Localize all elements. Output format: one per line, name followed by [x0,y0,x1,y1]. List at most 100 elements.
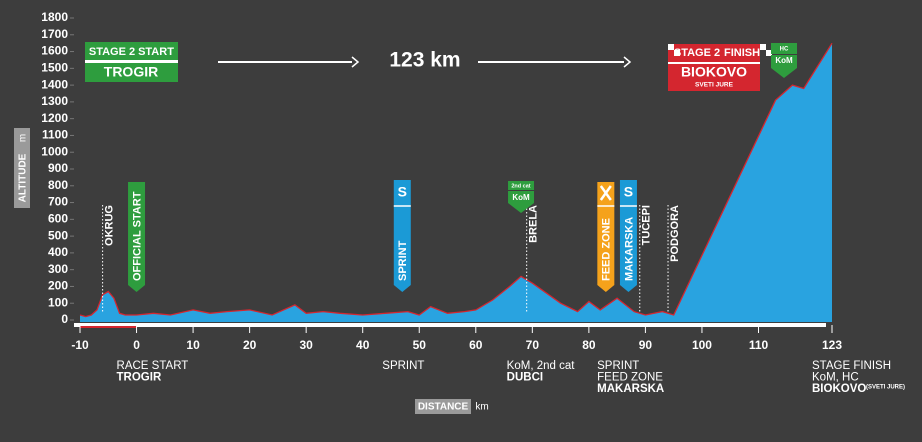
annotation-label: BRELA [528,205,540,243]
profile-line [79,42,833,318]
y-tick-label: 500 [48,228,68,242]
feed-icon [599,185,612,201]
y-axis-label: ALTITUDE [18,153,29,202]
flag [597,182,615,285]
start-box [85,63,178,82]
x-tick-label: 100 [692,338,712,352]
flag [128,182,146,285]
x-tick-label: 110 [749,338,769,352]
x-label-box [415,399,471,414]
x-tick-label: 40 [356,338,370,352]
y-tick-label: 1200 [41,111,68,125]
y-axis-unit: m [18,134,29,142]
annotation-label-group: OKRUG [104,205,116,246]
y-tick-label: 800 [48,178,68,192]
waypoint-label: DUBCI [507,372,543,384]
x-tick-label: 60 [469,338,483,352]
annotation-label: PODGORA [669,205,681,262]
x-tick-label: 123 [822,338,842,352]
x-axis-unit: km [475,402,488,413]
start-word: START [138,46,174,58]
x-tick-label: -10 [71,338,89,352]
y-tick-label: 1500 [41,61,68,75]
waypoint-note: (SVETI JURE) [866,385,905,391]
annotation-label-group: PODGORA [669,205,681,262]
flag-tip [393,285,411,292]
y-tick-label: 400 [48,245,68,259]
kom-cat: 2nd cat [511,183,530,189]
flag-icon: S [398,184,407,200]
y-tick-label: 100 [48,295,68,309]
waypoint-label: FEED ZONE [597,372,663,384]
arrow-head [351,56,360,68]
y-tick-label: 1700 [41,27,68,41]
y-tick-label: 1600 [41,44,68,58]
flag-label-group: FEED ZONE [601,218,613,281]
y-tick-label: 1300 [41,94,68,108]
flag-label-group: MAKARSKA [623,217,635,281]
y-tick-label: 0 [61,312,68,326]
kom-badge [508,191,535,213]
annotation-label: TUČEPI [640,205,653,245]
annotation-label: FEED ZONE [601,218,613,281]
finish-box [668,44,760,62]
waypoint-label: SPRINT [382,360,424,372]
finish-sub: SVETI JURE [695,82,734,89]
waypoint-label: BIOKOVO [812,383,866,395]
y-tick-label: 300 [48,262,68,276]
finish-stage: STAGE 2 [674,47,720,59]
x-axis-label: DISTANCE [418,402,469,413]
hc-cat: HC [780,47,789,53]
annotation-label: MAKARSKA [623,217,635,281]
waypoint-label: KoM, HC [812,372,859,384]
checkered-flag [668,44,772,56]
x-tick-label: 70 [526,338,540,352]
waypoint-label: TROGIR [117,372,162,384]
start-box-sep [85,60,178,63]
waypoint-label: SPRINT [597,360,639,372]
y-tick-label: 1000 [41,144,68,158]
waypoint-label: MAKARSKA [597,383,664,395]
x-tick-label: 0 [133,338,140,352]
hc-badge [771,43,797,54]
y-tick-label: 1800 [41,10,68,24]
x-tick-label: 50 [413,338,427,352]
arrow-head [623,56,632,68]
finish-word: FINISH [724,47,760,59]
waypoint-label: RACE START [117,360,189,372]
y-tick-label: 900 [48,161,68,175]
flag-tip [597,285,615,292]
finish-box-sep [668,62,760,64]
start-town: TROGIR [104,64,158,80]
x-tick-label: 10 [186,338,200,352]
flag-label-group: OFFICIAL START [131,191,143,281]
annotation-label-group: BRELA [528,205,540,243]
start-stage: STAGE 2 [89,46,135,58]
annotation-label: OFFICIAL START [131,191,143,281]
flag-label-group: SPRINT [397,240,409,281]
annotation-label: OKRUG [104,205,116,246]
annotation-label-group: TUČEPI [640,205,653,245]
y-label-box [14,128,30,208]
kom-badge [508,181,535,190]
finish-town: BIOKOVO [681,64,747,80]
y-tick-label: 600 [48,212,68,226]
y-tick-label: 700 [48,195,68,209]
y-tick-label: 1400 [41,77,68,91]
x-tick-label: 30 [299,338,313,352]
y-tick-label: 200 [48,279,68,293]
hc-label: KoM [775,56,793,65]
hc-badge [771,55,797,78]
flag-icon: S [624,184,633,200]
kom-label: KoM [512,193,530,202]
x-tick-label: 90 [639,338,653,352]
flag-tip [619,285,637,292]
waypoint-label: KoM, 2nd cat [507,360,576,372]
waypoint-label: STAGE FINISH [812,360,891,372]
x-tick-label: 20 [243,338,257,352]
y-tick-label: 1100 [42,128,68,142]
start-box [85,42,178,60]
area [80,43,832,322]
y-axis-label-group: ALTITUDE m [14,128,30,208]
